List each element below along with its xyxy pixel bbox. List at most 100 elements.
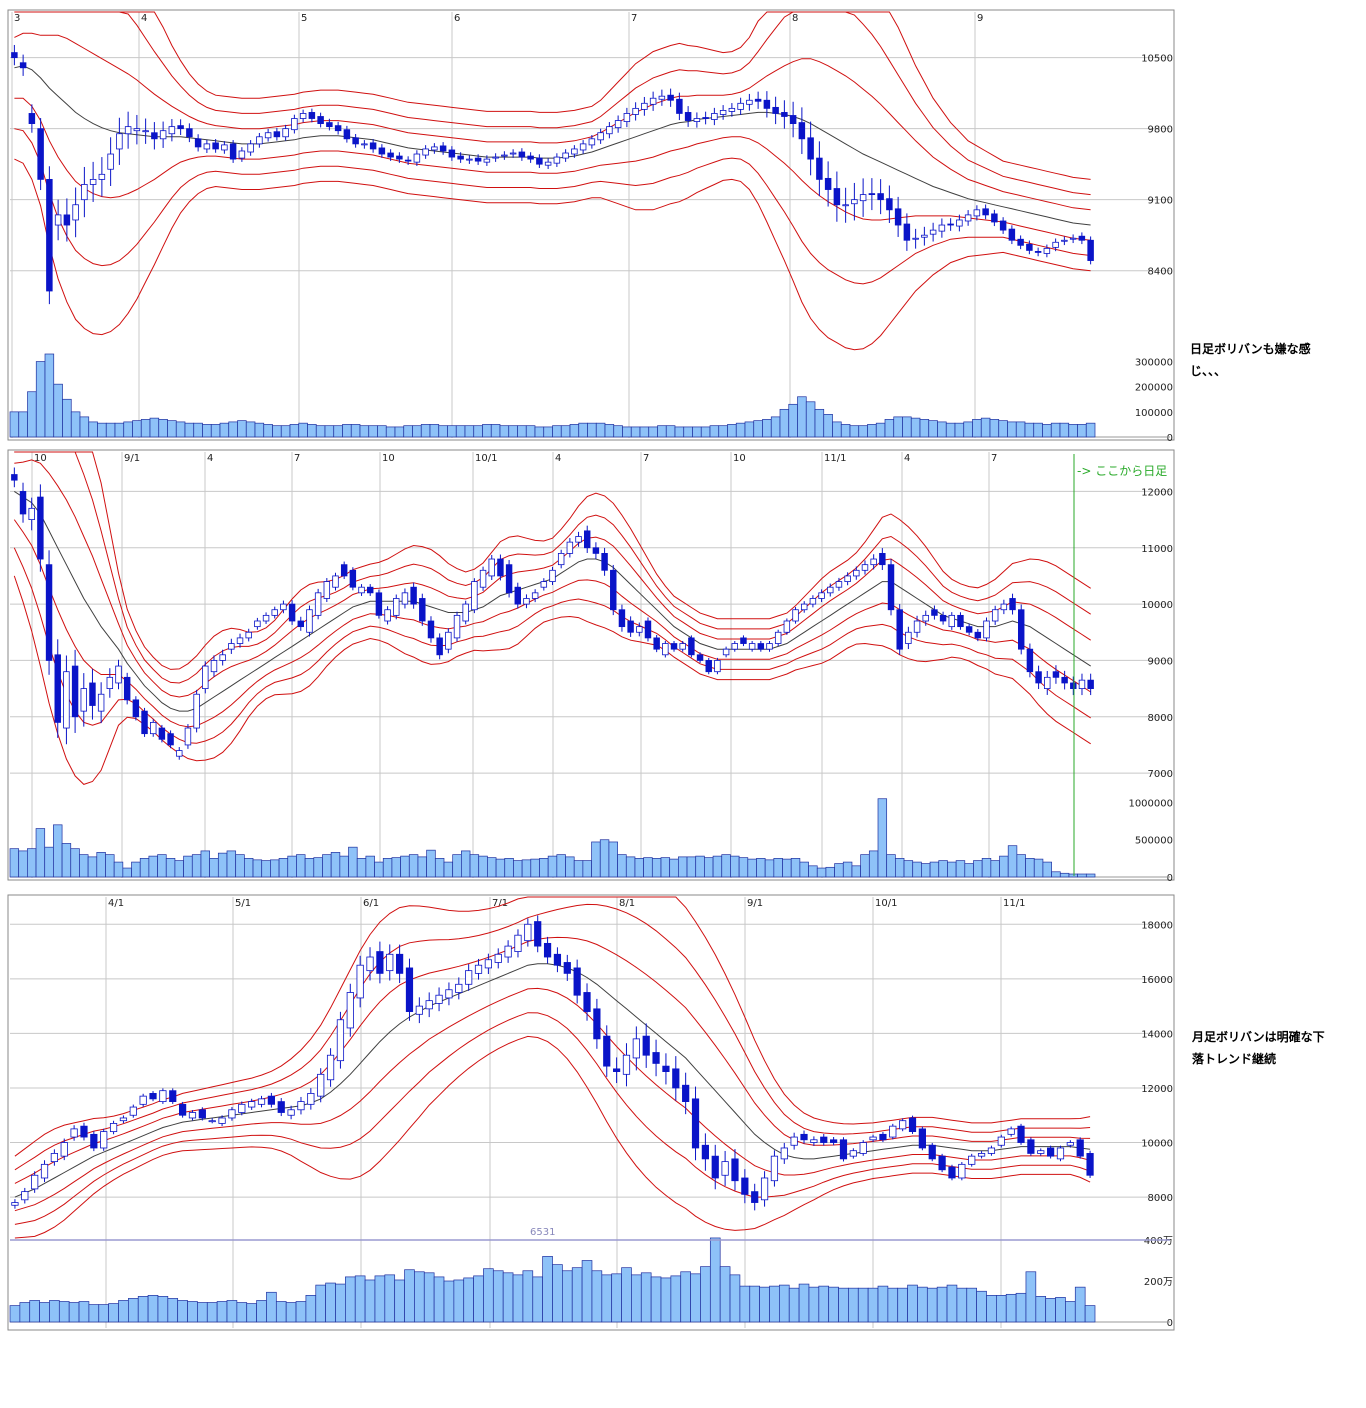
weekly-x-tick-label: 7 [643, 453, 649, 464]
daily-candle-body [1078, 235, 1086, 241]
monthly-volume-bar [58, 1301, 70, 1323]
monthly-volume-bar [542, 1256, 553, 1323]
daily-y-tick-label: 10500 [1141, 54, 1173, 65]
daily-volume-bar [1024, 422, 1035, 438]
daily-candle-body [89, 178, 97, 185]
monthly-candle-body [721, 1161, 729, 1176]
monthly-candle-body [494, 953, 502, 963]
monthly-x-tick-label: 5/1 [235, 898, 251, 909]
monthly-candle-body [80, 1125, 88, 1138]
weekly-volume-bar [573, 860, 584, 878]
monthly-volume-bar [660, 1277, 672, 1323]
monthly-y-tick-label: 14000 [1141, 1029, 1173, 1040]
weekly-volume-bar [313, 857, 323, 878]
daily-candle-body [886, 198, 893, 211]
monthly-volume-bar [187, 1301, 198, 1323]
daily-volume-bar [132, 420, 142, 438]
daily-candle-body [868, 193, 876, 196]
daily-candle-body [982, 208, 989, 216]
weekly-candle-body [748, 643, 756, 650]
weekly-volume-bar [973, 860, 983, 878]
daily-candle-body [693, 118, 701, 122]
monthly-candle-body [60, 1142, 68, 1157]
monthly-volume-bar [828, 1286, 839, 1323]
monthly-candle-body [50, 1153, 58, 1163]
monthly-candle-body [849, 1150, 857, 1157]
daily-volume-bar [805, 401, 816, 438]
weekly-candle-body [991, 609, 999, 622]
weekly-volume-bar [756, 858, 766, 878]
weekly-candle-body [774, 631, 782, 644]
daily-volume-bar [359, 425, 370, 438]
daily-candle-body [877, 193, 884, 201]
daily-volume-bar [105, 422, 116, 438]
weekly-volume-bar [61, 843, 72, 878]
daily-volume-bar [210, 424, 221, 438]
monthly-volume-bar [986, 1294, 997, 1323]
weekly-candle-body [80, 688, 88, 712]
weekly-volume-bar [704, 857, 714, 878]
daily-volume-bar [648, 426, 658, 438]
daily-lower-band-2sigma [14, 128, 1091, 285]
daily-volume-bar [945, 422, 956, 438]
daily-candle-body [151, 132, 158, 140]
daily-volume-bar [569, 424, 580, 438]
monthly-candle-body [662, 1065, 670, 1072]
monthly-candle-body [593, 1008, 601, 1040]
monthly-volume-bar [256, 1300, 267, 1323]
weekly-candle-body [531, 592, 539, 599]
daily-volume-bar [517, 425, 527, 438]
monthly-candle-body [425, 1000, 433, 1010]
monthly-candle-body [524, 923, 532, 942]
daily-volume-bar [683, 426, 693, 438]
monthly-volume-bar [709, 1237, 721, 1323]
weekly-y-tick-label: 8000 [1148, 713, 1173, 724]
weekly-volume-bar [356, 858, 367, 878]
daily-candle-body [474, 157, 482, 162]
monthly-volume-bar [700, 1266, 711, 1323]
daily-candle-body [527, 155, 534, 160]
weekly-x-tick-label: 7 [991, 453, 997, 464]
monthly-volume-bar [364, 1279, 376, 1323]
weekly-candle-body [123, 676, 131, 701]
weekly-volume-bar [669, 858, 679, 878]
monthly-volume-bar [976, 1290, 987, 1323]
weekly-volume-bar [296, 854, 306, 878]
weekly-candle-body [132, 699, 140, 718]
monthly-volume-bar [808, 1286, 820, 1323]
weekly-candle-body [332, 575, 339, 588]
weekly-x-tick-label: 11/1 [824, 453, 846, 464]
weekly-upper-band-3sigma [14, 451, 1091, 670]
monthly-candle-body [159, 1090, 167, 1102]
daily-volume-bar [464, 425, 475, 438]
daily-moving-average-line [14, 65, 1091, 226]
daily-candle-body [1043, 247, 1051, 254]
monthly-volume-bar [463, 1277, 474, 1323]
monthly-note: 月足ボリバンは明確な下 落トレンド継続 [1192, 1026, 1362, 1070]
monthly-volume-bar [49, 1300, 60, 1323]
monthly-volume-bar [611, 1273, 622, 1323]
weekly-volume-bar [434, 858, 445, 878]
daily-note: 日足ボリバンも嫌な感 じ、、、 [1190, 338, 1360, 382]
weekly-volume-bar [191, 854, 202, 878]
monthly-volume-bar [305, 1294, 317, 1323]
monthly-candle-body [317, 1073, 325, 1097]
weekly-candle-body [167, 733, 174, 746]
daily-volume-bar [858, 425, 868, 438]
daily-x-tick-label: 7 [631, 13, 637, 24]
daily-candle-body [763, 99, 771, 109]
daily-candle-body [501, 154, 508, 157]
daily-volume-bar [587, 422, 597, 438]
weekly-candle-body [592, 547, 600, 554]
monthly-candle-body [997, 1136, 1005, 1146]
daily-candle-body [291, 118, 298, 131]
monthly-lower-band-1sigma [14, 987, 1091, 1212]
monthly-volume-bar [571, 1267, 583, 1323]
weekly-candle-body [731, 643, 739, 650]
weekly-candle-body [601, 553, 608, 571]
monthly-candle-body [889, 1125, 897, 1138]
weekly-candle-body [262, 614, 270, 622]
weekly-candle-body [479, 569, 487, 588]
weekly-volume-tick-label: 500000 [1135, 836, 1173, 847]
daily-volume-bar [910, 417, 921, 438]
